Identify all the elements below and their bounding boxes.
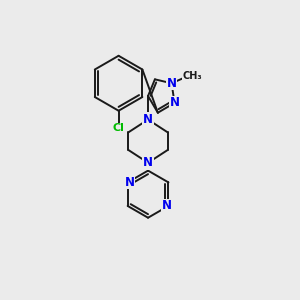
Text: CH₃: CH₃: [182, 71, 202, 81]
Text: N: N: [169, 96, 179, 110]
Text: N: N: [161, 200, 172, 212]
Text: N: N: [143, 113, 153, 126]
Text: N: N: [124, 176, 135, 189]
Text: Cl: Cl: [113, 123, 124, 134]
Text: N: N: [167, 77, 177, 90]
Text: N: N: [143, 156, 153, 169]
